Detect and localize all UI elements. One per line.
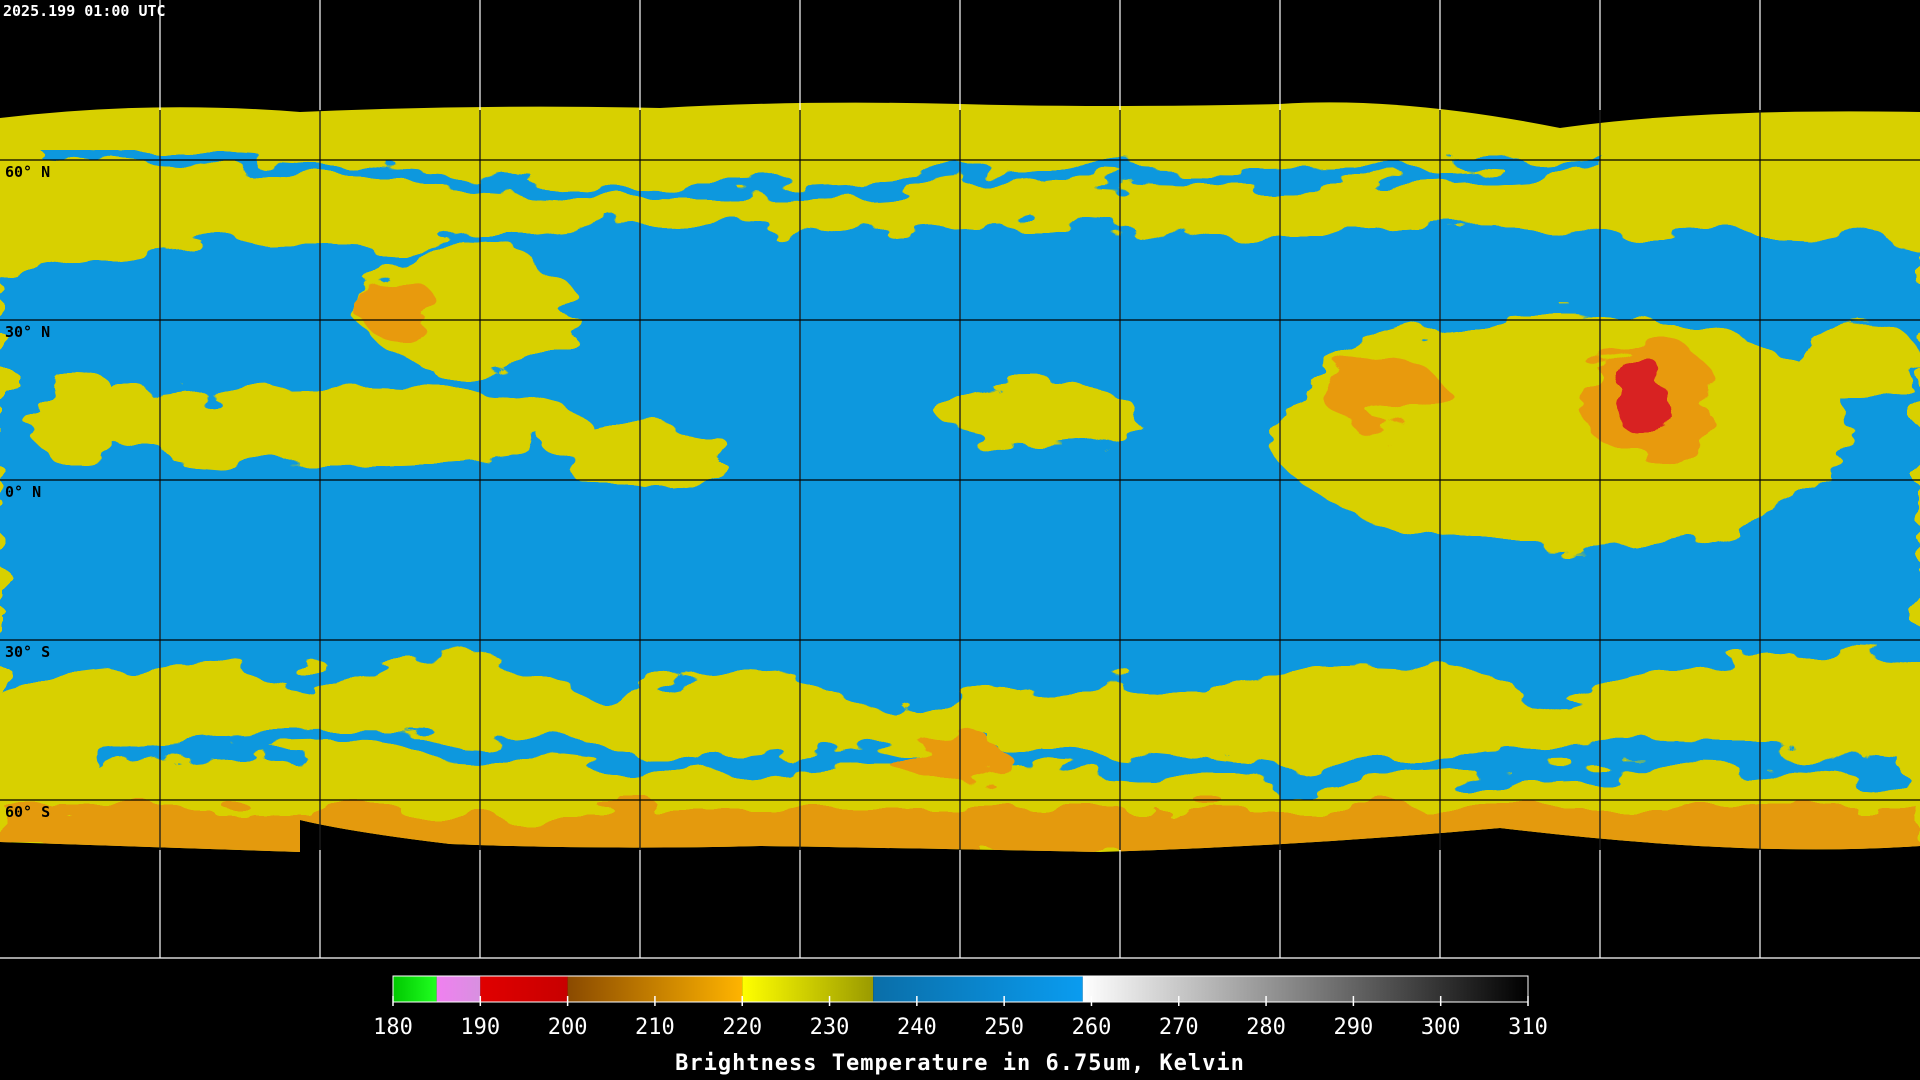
colorbar-tick-label: 310	[1508, 1015, 1548, 1040]
colorbar-title: Brightness Temperature in 6.75um, Kelvin	[675, 1051, 1245, 1076]
convection	[1320, 355, 1440, 425]
latitude-label: 0° N	[5, 483, 41, 501]
colorbar-segment	[873, 976, 1083, 1002]
colorbar-tick-label: 230	[810, 1015, 850, 1040]
cloud-cluster	[1270, 310, 1850, 550]
colorbar-tick-label: 210	[635, 1015, 675, 1040]
colorbar-tick-label: 200	[548, 1015, 588, 1040]
convection-core	[1612, 355, 1668, 435]
cloud-cluster	[70, 385, 590, 465]
colorbar-tick-label: 300	[1421, 1015, 1461, 1040]
latitude-label: 30° N	[5, 323, 50, 341]
latitude-label: 60° N	[5, 163, 50, 181]
colorbar-segment	[1082, 976, 1528, 1002]
latitude-labels: 60° N 30° N 0° N 30° S 60° S	[5, 163, 50, 821]
colorbar-segment	[436, 976, 481, 1002]
colorbar-tick-label: 190	[460, 1015, 500, 1040]
colorbar-tick-label: 240	[897, 1015, 937, 1040]
blue-streak	[39, 143, 1601, 200]
cloud-cluster	[360, 250, 580, 370]
cloud-cluster	[30, 375, 130, 465]
colorbar-frame	[392, 975, 1529, 1003]
colorbar-segment	[742, 976, 874, 1002]
colorbar-segment	[393, 976, 437, 1002]
convection	[360, 280, 440, 340]
colorbar-tick-label: 180	[373, 1015, 413, 1040]
colorbar: 180 190 200 210 220 230 240 250 260 270 280 290 300 3…	[373, 975, 1548, 1040]
cloud-cluster	[940, 385, 1140, 445]
grid	[0, 0, 1920, 959]
colorbar-tick-label: 270	[1159, 1015, 1199, 1040]
colorbar-segment	[480, 976, 568, 1002]
timestamp: 2025.199 01:00 UTC	[3, 2, 166, 20]
latitude-label: 30° S	[5, 643, 50, 661]
cloud-cluster	[1800, 320, 1920, 400]
colorbar-tick-label: 220	[722, 1015, 762, 1040]
colorbar-tick-label: 250	[984, 1015, 1024, 1040]
colorbar-tick-label: 260	[1072, 1015, 1112, 1040]
convection	[890, 735, 1010, 785]
colorbar-tick-label: 280	[1246, 1015, 1286, 1040]
colorbar-tick-label: 290	[1334, 1015, 1374, 1040]
latitude-label: 60° S	[5, 803, 50, 821]
